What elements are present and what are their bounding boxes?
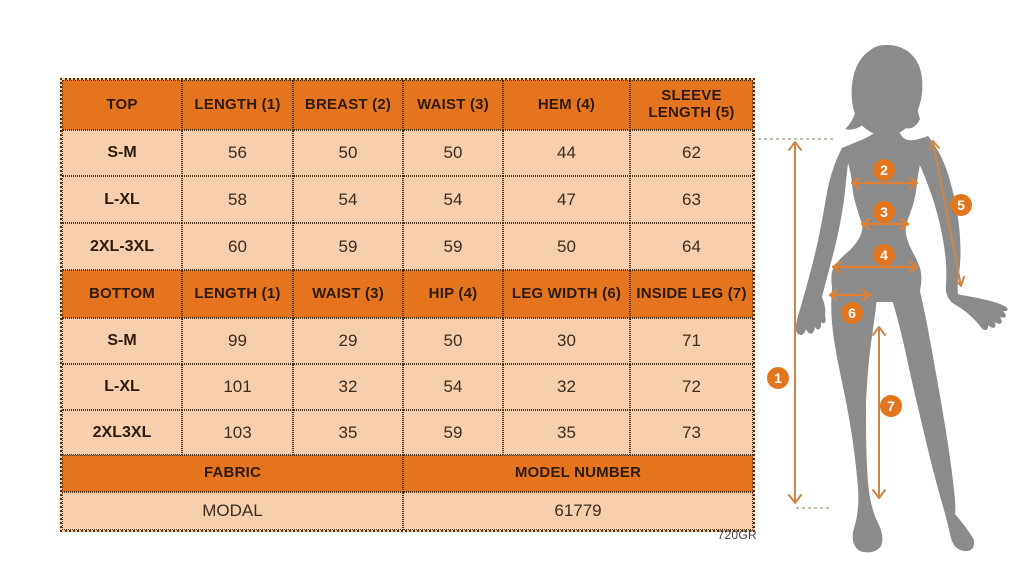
bottom-section-header: BOTTOM <box>62 270 182 318</box>
value-cell: 72 <box>630 364 753 410</box>
bottom-col-waist: WAIST (3) <box>293 270 403 318</box>
value-cell: 59 <box>293 223 403 270</box>
weight-code-label: 720GR <box>717 528 757 542</box>
top-section-header: TOP <box>62 80 182 130</box>
size-cell: 2XL-3XL <box>62 223 182 270</box>
marker-2-circle <box>873 159 895 181</box>
bottom-col-hip: HIP (4) <box>403 270 503 318</box>
value-cell: 60 <box>182 223 293 270</box>
top-col-length: LENGTH (1) <box>182 80 293 130</box>
marker-3-number: 3 <box>880 204 888 220</box>
value-cell: 32 <box>503 364 630 410</box>
value-cell: 63 <box>630 176 753 223</box>
fabric-value: MODAL <box>62 492 403 530</box>
silhouette-left-leg <box>831 280 883 553</box>
measurement-arrow-4-hip <box>831 260 919 274</box>
value-cell: 71 <box>630 318 753 364</box>
value-cell: 50 <box>293 130 403 176</box>
value-cell: 50 <box>503 223 630 270</box>
marker-4-number: 4 <box>880 247 888 263</box>
value-cell: 59 <box>403 223 503 270</box>
marker-5-circle <box>950 194 972 216</box>
value-cell: 29 <box>293 318 403 364</box>
marker-6-number: 6 <box>848 305 856 321</box>
value-cell: 99 <box>182 318 293 364</box>
size-cell: L-XL <box>62 176 182 223</box>
measurement-markers: 1 2 3 4 5 6 7 <box>767 159 972 417</box>
size-cell: L-XL <box>62 364 182 410</box>
value-cell: 62 <box>630 130 753 176</box>
value-cell: 58 <box>182 176 293 223</box>
model-number-value: 61779 <box>403 492 753 530</box>
model-number-header: MODEL NUMBER <box>403 455 753 492</box>
silhouette-right-arm <box>912 136 1008 331</box>
value-cell: 47 <box>503 176 630 223</box>
silhouette-left-arm <box>795 148 850 335</box>
value-cell: 54 <box>403 364 503 410</box>
bottom-col-length: LENGTH (1) <box>182 270 293 318</box>
female-silhouette <box>795 44 1008 553</box>
marker-2-number: 2 <box>880 162 888 178</box>
value-cell: 101 <box>182 364 293 410</box>
measurement-arrow-6-leg-width <box>828 288 872 302</box>
measurement-arrow-7-inside-leg <box>872 326 886 499</box>
size-cell: 2XL3XL <box>62 410 182 455</box>
body-measurement-figure: 1 2 3 4 5 6 7 <box>758 44 1008 553</box>
value-cell: 50 <box>403 318 503 364</box>
marker-7-circle <box>880 395 902 417</box>
bottom-col-inside-leg: INSIDE LEG (7) <box>630 270 753 318</box>
silhouette-head <box>851 44 923 136</box>
marker-6-circle <box>841 302 863 324</box>
top-col-sleeve-length: SLEEVE LENGTH (5) <box>630 80 753 130</box>
measurement-arrow-5-sleeve <box>929 140 965 287</box>
value-cell: 35 <box>503 410 630 455</box>
marker-1-number: 1 <box>774 370 782 386</box>
value-cell: 54 <box>293 176 403 223</box>
fabric-header: FABRIC <box>62 455 403 492</box>
silhouette-hair-left <box>845 98 865 130</box>
measurement-arrow-1-total-length <box>788 141 802 504</box>
marker-3-circle <box>873 201 895 223</box>
value-cell: 103 <box>182 410 293 455</box>
value-cell: 59 <box>403 410 503 455</box>
silhouette-hair-right <box>905 98 920 129</box>
marker-1-circle <box>767 367 789 389</box>
value-cell: 54 <box>403 176 503 223</box>
value-cell: 35 <box>293 410 403 455</box>
size-chart-table: TOP LENGTH (1) BREAST (2) WAIST (3) HEM … <box>60 78 755 532</box>
value-cell: 73 <box>630 410 753 455</box>
marker-7-number: 7 <box>887 398 895 414</box>
top-col-hem: HEM (4) <box>503 80 630 130</box>
bottom-col-leg-width: LEG WIDTH (6) <box>503 270 630 318</box>
size-cell: S-M <box>62 130 182 176</box>
top-col-waist: WAIST (3) <box>403 80 503 130</box>
top-col-breast: BREAST (2) <box>293 80 403 130</box>
value-cell: 44 <box>503 130 630 176</box>
marker-5-number: 5 <box>957 197 965 213</box>
measurement-arrow-2-breast <box>850 176 919 190</box>
silhouette-right-leg <box>888 287 975 551</box>
value-cell: 64 <box>630 223 753 270</box>
value-cell: 32 <box>293 364 403 410</box>
marker-4-circle <box>873 244 895 266</box>
value-cell: 30 <box>503 318 630 364</box>
measurement-arrow-3-waist <box>860 217 910 231</box>
value-cell: 56 <box>182 130 293 176</box>
size-cell: S-M <box>62 318 182 364</box>
value-cell: 50 <box>403 130 503 176</box>
